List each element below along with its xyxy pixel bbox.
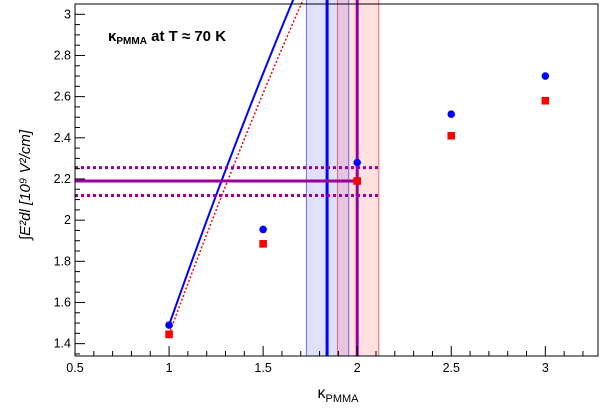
red-point — [353, 177, 361, 185]
y-tick-label: 2 — [64, 213, 71, 227]
data-points — [165, 72, 550, 339]
series-blue-curve — [168, 0, 295, 326]
x-axis-title-main: κ — [318, 385, 327, 402]
x-tick-label: 1 — [166, 361, 173, 375]
red-point — [541, 96, 550, 105]
y-tick-label: 2.6 — [54, 90, 71, 104]
y-tick-label: 2.8 — [54, 48, 71, 62]
y-tick-label: 2.4 — [54, 131, 71, 145]
fit-curves — [168, 0, 304, 335]
red-point — [447, 131, 456, 140]
red-point — [259, 240, 267, 248]
x-axis-title-sub: PMMA — [326, 393, 360, 405]
y-tick-label: 1.6 — [54, 295, 71, 309]
x-axis-title: κPMMA — [318, 385, 360, 405]
annotation-sub: PMMA — [116, 36, 147, 47]
reference-band — [75, 166, 379, 197]
y-tick-label: 2.2 — [54, 172, 71, 186]
annotation-kappa: κ — [108, 28, 117, 45]
chart-annotation: κPMMA at T ≈ 70 K — [108, 28, 226, 47]
y-tick-label: 3 — [64, 7, 71, 21]
blue-point — [259, 225, 267, 234]
blue-point — [353, 158, 361, 167]
axes-ticks: 0.5 1 1.5 2 2.5 3 1.4 1.6 1.8 2 2.2 2.4 2.6 2.8 3 — [54, 3, 584, 375]
plot-frame — [74, 3, 599, 357]
blue-point — [541, 72, 550, 80]
blue-point — [165, 321, 173, 329]
x-tick-label: 0.5 — [66, 361, 83, 375]
y-tick-label: 1.4 — [54, 337, 71, 351]
blue-point — [447, 110, 456, 118]
x-tick-label: 2 — [354, 361, 361, 375]
x-tick-label: 1.5 — [254, 361, 271, 375]
x-tick-label: 2.5 — [443, 361, 460, 375]
uncertainty-bands — [305, 0, 380, 357]
red-point — [165, 330, 173, 339]
annotation-rest: at T ≈ 70 K — [147, 28, 226, 45]
x-tick-label: 3 — [542, 361, 549, 375]
y-axis-title: ∫E²dl [10⁹ V²/cm] — [17, 129, 34, 241]
y-tick-label: 1.8 — [54, 254, 71, 268]
